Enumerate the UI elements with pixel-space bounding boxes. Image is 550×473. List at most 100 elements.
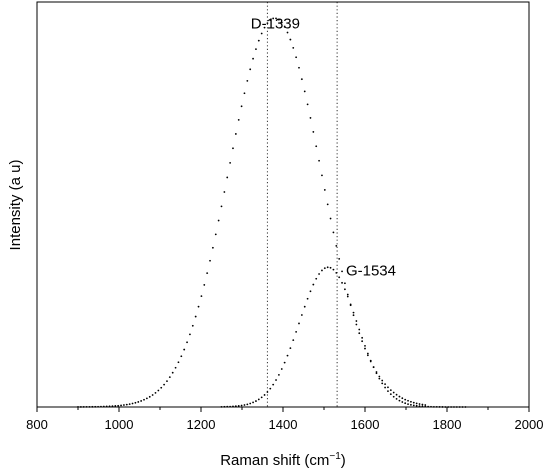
data-point: [346, 293, 349, 296]
x-axis-ticks: 800 1000 1200 1400 1600 1800 2000: [26, 407, 543, 432]
data-point: [398, 399, 401, 402]
data-point: [197, 305, 200, 308]
x-axis-title-tail: ): [341, 452, 346, 469]
data-point: [389, 389, 392, 392]
data-point: [260, 32, 263, 35]
data-point: [220, 205, 223, 208]
data-point: [211, 246, 214, 249]
data-point: [366, 352, 369, 355]
data-point: [364, 347, 366, 350]
data-point: [226, 176, 229, 179]
data-point: [243, 404, 246, 406]
data-point: [295, 331, 298, 333]
data-point: [275, 379, 277, 381]
data-point: [352, 311, 355, 314]
data-point: [306, 103, 309, 106]
data-point: [289, 347, 292, 349]
data-point: [361, 336, 364, 339]
data-point: [266, 22, 269, 24]
data-point: [252, 57, 254, 60]
series-1: [77, 17, 427, 408]
data-point: [355, 320, 358, 322]
data-point: [148, 395, 151, 398]
data-point: [329, 266, 332, 269]
data-point: [323, 189, 326, 191]
data-point: [407, 403, 409, 406]
series-2: [220, 266, 467, 408]
data-point: [292, 46, 295, 49]
data-point: [240, 404, 243, 407]
series-layer: [77, 17, 467, 408]
reference-lines: [266, 2, 338, 407]
data-point: [415, 402, 418, 405]
data-point: [318, 159, 320, 162]
data-point: [306, 297, 309, 300]
data-point: [341, 270, 343, 273]
data-point: [326, 203, 329, 206]
data-point: [384, 386, 386, 389]
data-point: [421, 403, 424, 406]
data-point: [278, 373, 280, 376]
data-point: [381, 382, 384, 385]
data-point: [263, 26, 266, 29]
data-point: [266, 391, 269, 393]
data-point: [278, 18, 280, 21]
data-point: [352, 314, 355, 317]
data-point: [160, 386, 163, 389]
data-point: [384, 383, 386, 386]
data-point: [387, 386, 389, 389]
data-point: [292, 339, 295, 342]
data-point: [372, 366, 375, 369]
data-point: [315, 277, 318, 280]
data-point: [329, 217, 332, 220]
data-point: [332, 231, 335, 234]
data-point: [189, 333, 191, 336]
x-tick-label-800: 800: [26, 417, 48, 432]
data-point: [143, 398, 145, 401]
data-point: [321, 174, 323, 177]
data-point: [137, 401, 140, 403]
data-point: [232, 147, 234, 150]
data-point: [229, 161, 232, 164]
plot-frame: [36, 1, 530, 408]
data-point: [151, 394, 154, 396]
data-point: [217, 219, 220, 222]
data-point: [404, 402, 407, 405]
data-point: [415, 404, 418, 407]
data-point: [145, 397, 148, 400]
data-point: [272, 17, 275, 20]
data-point: [234, 133, 237, 135]
data-point: [252, 401, 254, 404]
data-point: [407, 399, 409, 402]
data-point: [338, 258, 341, 260]
data-point: [180, 355, 183, 358]
data-point: [123, 404, 125, 406]
data-point: [298, 322, 300, 325]
data-point: [295, 56, 298, 59]
data-point: [237, 119, 240, 121]
data-point: [326, 266, 329, 269]
data-point: [257, 398, 260, 401]
data-point: [401, 401, 404, 403]
data-point: [381, 379, 384, 382]
data-point: [323, 267, 326, 270]
data-point: [369, 359, 372, 362]
data-point: [255, 48, 257, 51]
y-axis-title: Intensity (a u): [7, 160, 24, 251]
data-point: [191, 324, 194, 327]
data-point: [186, 341, 188, 344]
x-tick-label-1200: 1200: [187, 417, 216, 432]
x-axis-title-sup: −1: [329, 451, 341, 462]
data-point: [346, 295, 349, 298]
data-point: [401, 397, 404, 400]
data-point: [289, 38, 292, 41]
data-point: [361, 340, 364, 343]
data-point: [283, 361, 286, 364]
data-point: [309, 117, 312, 119]
data-point: [410, 400, 412, 403]
data-point: [412, 404, 415, 407]
data-point: [387, 390, 389, 393]
data-point: [344, 288, 346, 291]
data-point: [303, 90, 306, 93]
